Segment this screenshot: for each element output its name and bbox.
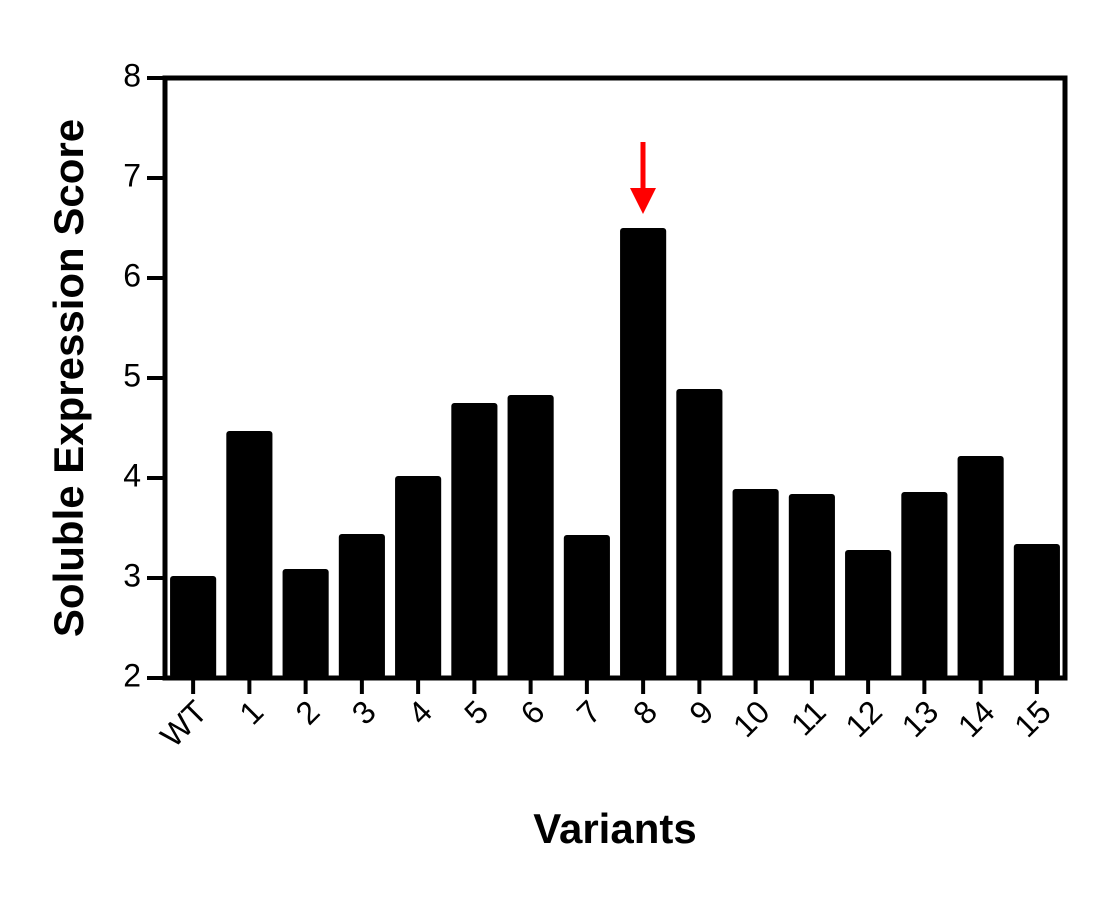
x-tick-label: 11 <box>784 693 833 742</box>
y-tick-label: 5 <box>123 357 141 393</box>
arrow-head <box>630 188 656 214</box>
bar <box>226 431 273 678</box>
x-tick-label: 12 <box>838 693 889 744</box>
x-tick-label: 8 <box>626 693 664 731</box>
x-tick-label: 4 <box>401 693 439 731</box>
x-tick-label: 13 <box>895 693 946 744</box>
y-tick-label: 3 <box>123 557 141 593</box>
x-tick-label: WT <box>153 693 214 754</box>
bar <box>732 489 779 678</box>
bar <box>507 395 554 678</box>
y-tick-label: 4 <box>123 457 141 493</box>
x-tick-label: 14 <box>951 693 1002 744</box>
x-tick-label: 9 <box>682 693 720 731</box>
x-tick-label: 7 <box>570 693 608 731</box>
bar <box>338 534 385 678</box>
y-tick-label: 2 <box>123 657 141 693</box>
bar <box>901 492 948 678</box>
x-tick-label: 15 <box>1007 693 1058 744</box>
bar <box>1013 544 1060 678</box>
x-tick-label: 3 <box>345 693 383 731</box>
x-tick-label: 10 <box>726 693 777 744</box>
bar <box>170 576 217 678</box>
bar <box>676 389 723 678</box>
bar <box>282 569 329 678</box>
bar <box>620 228 667 678</box>
bar <box>788 494 835 678</box>
y-tick-label: 7 <box>123 157 141 193</box>
bar <box>451 403 498 678</box>
x-tick-label: 1 <box>232 693 270 731</box>
y-tick-label: 6 <box>123 257 141 293</box>
bar <box>845 550 892 678</box>
x-axis-title: Variants <box>533 805 696 852</box>
x-tick-label: 6 <box>514 693 552 731</box>
plot-frame <box>162 75 1068 681</box>
y-axis-title: Soluble Expression Score <box>45 119 92 637</box>
highlight-arrow <box>630 142 656 214</box>
bar <box>395 476 442 678</box>
x-tick-label: 5 <box>457 693 495 731</box>
bar <box>957 456 1004 678</box>
bar <box>563 535 610 678</box>
x-tick-label: 2 <box>289 693 327 731</box>
y-tick-label: 8 <box>123 57 141 93</box>
